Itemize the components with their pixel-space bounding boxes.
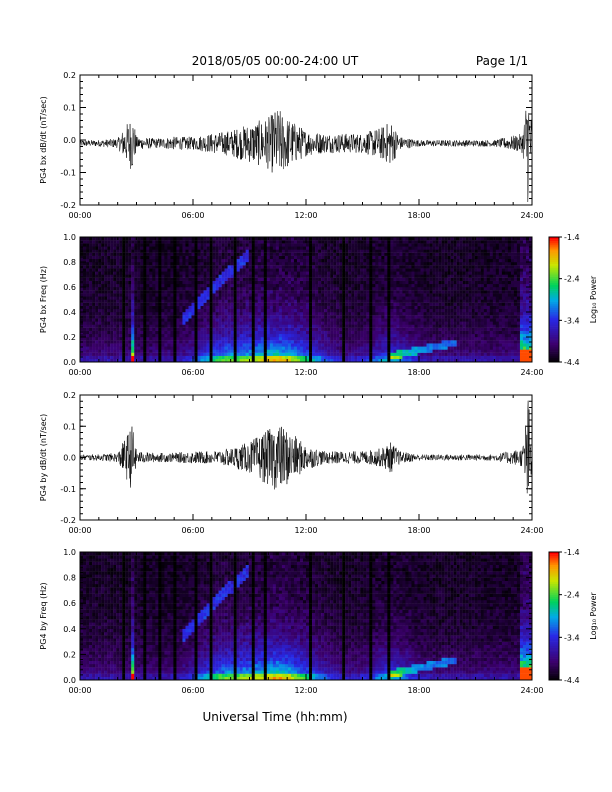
- x-tick-label: 18:00: [407, 211, 430, 220]
- x-tick-label: 12:00: [294, 211, 317, 220]
- panel-1: 00:00 06:00 12:00 18:00 24:00 0.2 0.1 0.0 -0.1 -0…: [39, 71, 544, 220]
- x-tick-label: 06:00: [181, 686, 204, 695]
- x-tick-label: 18:00: [407, 686, 430, 695]
- x-tick-label: 24:00: [520, 526, 543, 535]
- x-tick-label: 12:00: [294, 686, 317, 695]
- y-axis-label: PG4 by dB/dt (nT/sec): [39, 414, 48, 501]
- y-tick-label: -0.2: [60, 516, 76, 525]
- series-line: [79, 110, 533, 202]
- x-tick-label: 12:00: [294, 368, 317, 377]
- colorbar-tick-label: -3.4: [564, 316, 580, 325]
- x-tick-label: 00:00: [68, 526, 91, 535]
- y-tick-label: 1.0: [63, 548, 76, 557]
- x-axis-label: Universal Time (hh:mm): [202, 710, 347, 724]
- panel-4: -1.4 -2.4 -3.4 -4.4 Log₁₀ Power 00:00 06:00 12:…: [39, 548, 598, 695]
- y-tick-label: 0.2: [63, 391, 76, 400]
- colorbar-frame: [548, 236, 560, 363]
- x-tick-label: 00:00: [68, 368, 91, 377]
- x-tick-label: 24:00: [520, 368, 543, 377]
- x-tick-label: 00:00: [68, 211, 91, 220]
- y-tick-label: 0.2: [63, 71, 76, 80]
- y-axis-label: PG4 by Freq (Hz): [39, 582, 48, 649]
- colorbar-tick-label: -4.4: [564, 676, 580, 685]
- x-tick-label: 06:00: [181, 211, 204, 220]
- colorbar-tick-label: -1.4: [564, 548, 580, 557]
- y-tick-label: 0.0: [63, 676, 76, 685]
- y-tick-label: -0.1: [60, 485, 76, 494]
- y-tick-label: 0.2: [63, 650, 76, 659]
- panel-3: 00:00 06:00 12:00 18:00 24:00 0.2 0.1 0.0 -0.1 -0…: [39, 391, 544, 535]
- colorbar-label: Log₁₀ Power: [589, 592, 598, 640]
- y-tick-label: 0.0: [63, 136, 76, 145]
- y-axis-label: PG4 bx dB/dt (nT/sec): [39, 96, 48, 183]
- y-tick-label: 0.6: [63, 599, 76, 608]
- page-number: Page 1/1: [476, 54, 528, 68]
- y-tick-label: 0.4: [63, 308, 76, 317]
- x-tick-label: 06:00: [181, 526, 204, 535]
- y-tick-label: -0.2: [60, 201, 76, 210]
- y-tick-label: 1.0: [63, 233, 76, 242]
- x-tick-label: 12:00: [294, 526, 317, 535]
- panel-2: -1.4 -2.4 -3.4 -4.4 Log₁₀ Power 00:00 06:00 12:…: [39, 233, 598, 377]
- x-tick-label: 24:00: [520, 211, 543, 220]
- y-tick-label: 0.4: [63, 625, 76, 634]
- colorbar-label: Log₁₀ Power: [589, 275, 598, 323]
- colorbar-tick-label: -2.4: [564, 275, 580, 284]
- colorbar-4: -1.4 -2.4 -3.4 -4.4 Log₁₀ Power: [548, 548, 598, 685]
- panels: 00:00 06:00 12:00 18:00 24:00 0.2 0.1 0.0 -0.1 -0…: [39, 71, 598, 695]
- colorbar-tick-label: -2.4: [564, 591, 580, 600]
- x-tick-label: 24:00: [520, 686, 543, 695]
- y-tick-label: 0.6: [63, 283, 76, 292]
- y-tick-label: 0.0: [63, 454, 76, 463]
- y-tick-label: 0.8: [63, 574, 76, 583]
- y-tick-label: 0.8: [63, 258, 76, 267]
- y-tick-label: 0.1: [63, 422, 76, 431]
- page-title: 2018/05/05 00:00-24:00 UT: [192, 54, 359, 68]
- spectrogram-cells: [80, 237, 533, 363]
- y-axis-label: PG4 bx Freq (Hz): [39, 266, 48, 333]
- series-line: [79, 400, 533, 494]
- y-tick-label: 0.0: [63, 358, 76, 367]
- y-tick-label: 0.2: [63, 333, 76, 342]
- colorbar-tick-label: -3.4: [564, 633, 580, 642]
- colorbar-tick-label: -4.4: [564, 358, 580, 367]
- x-tick-label: 00:00: [68, 686, 91, 695]
- spectrogram-cells: [80, 552, 533, 681]
- x-tick-label: 18:00: [407, 526, 430, 535]
- colorbar-frame: [548, 551, 560, 681]
- y-tick-label: -0.1: [60, 169, 76, 178]
- y-tick-label: 0.1: [63, 104, 76, 113]
- colorbar-tick-label: -1.4: [564, 233, 580, 242]
- x-tick-label: 18:00: [407, 368, 430, 377]
- colorbar-2: -1.4 -2.4 -3.4 -4.4 Log₁₀ Power: [548, 233, 598, 367]
- x-tick-label: 06:00: [181, 368, 204, 377]
